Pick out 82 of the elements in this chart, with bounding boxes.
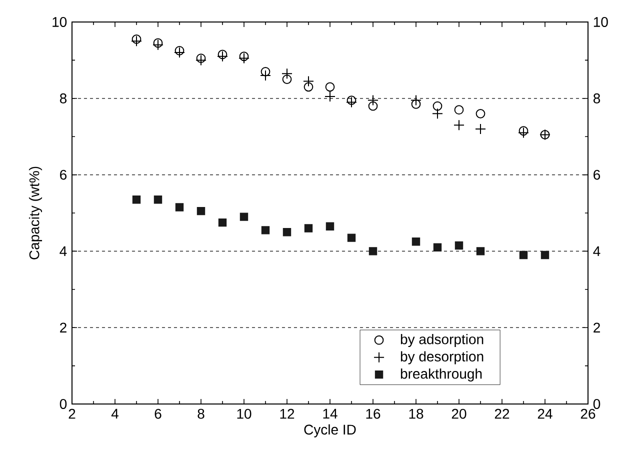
- y2-tick-label: 8: [593, 93, 600, 104]
- point: [282, 68, 293, 80]
- point: [238, 52, 250, 64]
- point: [519, 250, 528, 260]
- point: [131, 36, 142, 47]
- point: [324, 90, 336, 102]
- x-tick-label: 24: [538, 408, 552, 419]
- point: [132, 34, 142, 44]
- point: [346, 96, 356, 106]
- point: [454, 241, 464, 250]
- x-tick-label: 18: [409, 408, 424, 419]
- point: [240, 212, 248, 221]
- x-tick-label: 14: [323, 408, 338, 418]
- x-tick-label: 26: [580, 408, 596, 419]
- point: [260, 70, 271, 81]
- point: [239, 52, 249, 62]
- point: [260, 66, 270, 76]
- point: [218, 50, 228, 60]
- point: [411, 99, 421, 109]
- point: [368, 94, 379, 106]
- point: [304, 82, 314, 92]
- x-tick-label: 16: [366, 408, 380, 419]
- point: [174, 47, 185, 58]
- point: [154, 196, 162, 204]
- point: [175, 203, 184, 212]
- point: [518, 127, 530, 138]
- point: [475, 123, 486, 134]
- x-tick-label: 4: [111, 408, 118, 418]
- point: [432, 108, 444, 120]
- legend-label: by adsorption: [400, 334, 484, 348]
- point: [282, 74, 292, 84]
- legend-label: breakthrough: [400, 368, 482, 382]
- point: [152, 39, 164, 50]
- x-tick-label: 6: [154, 408, 162, 419]
- point: [304, 224, 313, 232]
- y-tick-label: 2: [60, 322, 66, 332]
- point: [217, 50, 228, 62]
- point: [326, 222, 334, 230]
- y2-tick-label: 2: [594, 322, 600, 332]
- point: [282, 228, 292, 236]
- point: [261, 226, 270, 234]
- x-tick-label: 22: [494, 408, 510, 419]
- y-tick-label: 6: [60, 170, 67, 180]
- point: [518, 126, 528, 136]
- point: [368, 247, 378, 256]
- x-tick-label: 8: [198, 408, 204, 419]
- point: [196, 54, 207, 66]
- point: [347, 234, 356, 242]
- y-tick-label: 0: [60, 399, 67, 409]
- y2-tick-label: 6: [594, 170, 600, 180]
- x-tick-label: 2: [68, 408, 76, 419]
- point: [410, 94, 422, 106]
- y2-tick-label: 4: [593, 246, 600, 256]
- point: [218, 218, 227, 227]
- point: [325, 82, 335, 92]
- point: [476, 247, 485, 256]
- point: [196, 54, 206, 63]
- y-tick-label: 8: [60, 93, 67, 104]
- point: [540, 250, 550, 260]
- y2-tick-label: 0: [593, 399, 600, 409]
- legend-label: by desorption: [400, 351, 484, 364]
- point: [303, 76, 314, 87]
- point: [153, 38, 163, 48]
- x-tick-label: 10: [237, 408, 252, 419]
- x-tick-label: 20: [452, 408, 466, 419]
- point: [412, 238, 420, 246]
- point: [433, 243, 442, 252]
- point: [346, 96, 357, 108]
- x-tick-label: 12: [280, 408, 294, 419]
- y-tick-label: 10: [52, 17, 67, 27]
- y2-tick-label: 10: [594, 17, 608, 27]
- y-tick-label: 4: [60, 246, 67, 256]
- point: [454, 105, 464, 115]
- point: [368, 101, 378, 111]
- point: [196, 206, 206, 216]
- point: [454, 120, 464, 131]
- point: [476, 108, 486, 118]
- y-axis-title: Capacity (wt%): [28, 166, 42, 260]
- x-axis-title: Cycle ID: [304, 424, 356, 438]
- point: [432, 101, 442, 111]
- point: [174, 46, 184, 56]
- point: [132, 196, 141, 204]
